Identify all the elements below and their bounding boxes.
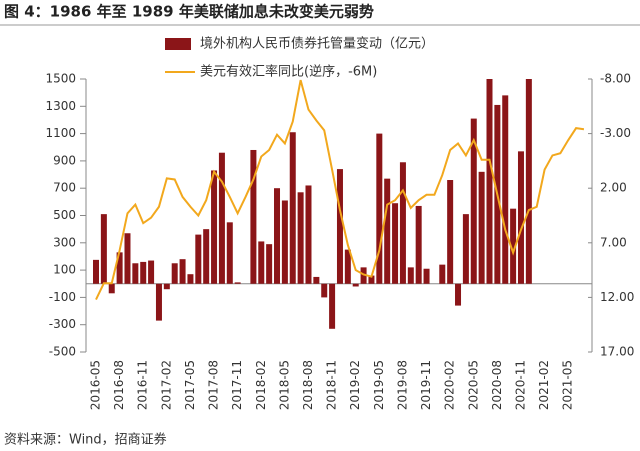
bar (447, 180, 454, 284)
x-tick-label: 2019-02 (348, 360, 362, 410)
bar (124, 233, 131, 284)
bar (344, 249, 351, 284)
x-tick-label: 2018-08 (301, 360, 315, 410)
x-tick-label: 2020-02 (443, 360, 457, 410)
x-tick-label: 2020-05 (466, 360, 480, 410)
bar (281, 200, 288, 284)
bar (274, 188, 281, 284)
x-tick-label: 2018-05 (277, 360, 291, 410)
bar (462, 214, 469, 284)
y-tick-label: -500 (49, 345, 76, 359)
bar (423, 268, 430, 284)
x-tick-label: 2020-11 (513, 360, 527, 410)
x-tick-label: 2019-08 (395, 360, 409, 410)
y2-tick-label: 7.00 (600, 235, 627, 249)
bar (360, 267, 367, 284)
y-tick-label: 1300 (45, 99, 76, 113)
source-note: 资料来源：Wind，招商证券 (4, 432, 167, 448)
chart-title: 图 4：1986 年至 1989 年美联储加息未改变美元弱势 (4, 3, 374, 21)
y-tick-label: 500 (53, 208, 76, 222)
bar (289, 132, 296, 284)
y-tick-label: 900 (53, 153, 76, 167)
x-tick-label: 2016-11 (136, 360, 150, 410)
bar (384, 178, 391, 284)
x-tick-label: 2019-05 (372, 360, 386, 410)
legend-label: 境外机构人民币债券托管量变动（亿元） (200, 36, 434, 52)
bar (502, 95, 509, 284)
bar (470, 118, 477, 284)
x-tick-label: 2016-05 (89, 360, 103, 410)
x-tick-label: 2020-08 (490, 360, 504, 410)
y-tick-label: 700 (53, 181, 76, 195)
y-tick-label: -100 (49, 290, 76, 304)
legend-swatch (165, 38, 191, 50)
y-tick-label: 1100 (45, 126, 76, 140)
bar (329, 283, 336, 329)
bar (305, 185, 312, 284)
line (95, 79, 585, 301)
bar (266, 244, 273, 284)
x-tick-label: 2017-11 (230, 360, 244, 410)
bar (155, 283, 162, 321)
bar (187, 274, 194, 284)
bar (486, 79, 493, 284)
x-tick-label: 2018-11 (325, 360, 339, 410)
bar (100, 214, 107, 284)
bar (336, 169, 343, 284)
bar (517, 151, 524, 284)
y-tick-label: 1500 (45, 72, 76, 86)
bar (226, 222, 233, 284)
bar (525, 79, 532, 284)
legend-label: 美元有效汇率同比(逆序，-6M) (200, 64, 377, 80)
bar (392, 203, 399, 284)
bar (203, 229, 210, 284)
bar (93, 259, 99, 284)
bar (321, 283, 328, 298)
bar (132, 263, 139, 284)
bar (163, 283, 170, 290)
bar (376, 133, 383, 284)
y-tick-label: 100 (53, 263, 76, 277)
bar (258, 241, 265, 284)
x-tick-label: 2021-05 (561, 360, 575, 410)
bar (140, 261, 147, 284)
y2-tick-label: 17.00 (600, 345, 634, 359)
bar (368, 275, 375, 284)
bar (415, 205, 422, 284)
bar (478, 171, 485, 284)
bar (407, 267, 414, 284)
x-tick-label: 2017-08 (207, 360, 221, 410)
bar (234, 282, 241, 284)
y-tick-label: -300 (49, 317, 76, 331)
bar (439, 264, 446, 284)
y2-tick-label: 12.00 (600, 290, 634, 304)
x-tick-label: 2017-05 (183, 360, 197, 410)
bar (179, 259, 186, 284)
bar (195, 234, 202, 284)
bar (218, 152, 225, 284)
bar (171, 263, 178, 284)
x-tick-label: 2019-11 (419, 360, 433, 410)
bar (313, 276, 320, 284)
bar (399, 162, 406, 284)
bar (116, 252, 123, 284)
bar (352, 283, 359, 287)
x-tick-label: 2018-02 (254, 360, 268, 410)
bar (455, 283, 462, 306)
bar (510, 208, 517, 284)
y2-tick-label: 2.00 (600, 181, 627, 195)
bar (211, 170, 218, 284)
bar (108, 283, 115, 294)
x-tick-label: 2017-02 (159, 360, 173, 410)
bar (297, 192, 304, 284)
y2-tick-label: -8.00 (600, 72, 631, 86)
y2-tick-label: -3.00 (600, 126, 631, 140)
bar (148, 260, 155, 284)
y-tick-label: 300 (53, 235, 76, 249)
x-tick-label: 2016-08 (112, 360, 126, 410)
bar (250, 149, 257, 284)
x-tick-label: 2021-02 (537, 360, 551, 410)
